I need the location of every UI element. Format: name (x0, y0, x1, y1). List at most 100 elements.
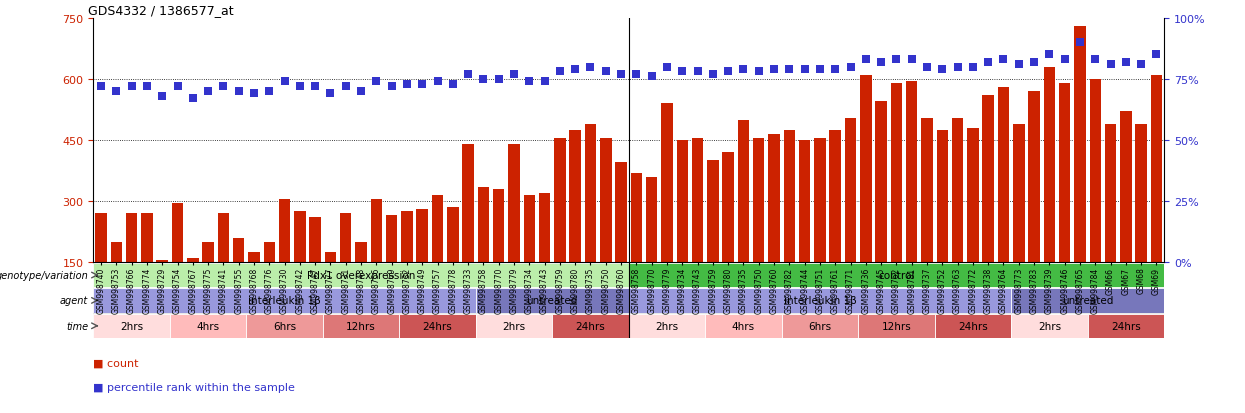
Bar (187, 259, 198, 324)
Text: 4hrs: 4hrs (197, 321, 219, 331)
Bar (814, 139, 825, 324)
Bar (1104, 124, 1117, 324)
Point (519, 79, 539, 85)
Text: 24hrs: 24hrs (575, 321, 605, 331)
Text: 24hrs: 24hrs (422, 321, 452, 331)
Bar (629, 289, 1011, 313)
Bar (845, 118, 857, 324)
Bar (600, 139, 611, 324)
Point (1025, 59, 1045, 66)
Point (229, 88, 249, 95)
Bar (478, 188, 489, 324)
Bar (322, 314, 400, 338)
Bar (141, 214, 153, 324)
Point (213, 84, 233, 90)
Bar (169, 314, 247, 338)
Bar (386, 216, 397, 324)
Point (901, 57, 921, 63)
Point (366, 79, 386, 85)
Bar (935, 314, 1011, 338)
Bar (553, 314, 629, 338)
Bar (93, 289, 476, 313)
Point (1116, 59, 1135, 66)
Bar (768, 135, 779, 324)
Bar (279, 199, 290, 324)
Point (290, 84, 310, 90)
Bar (738, 120, 749, 324)
Point (1147, 52, 1167, 59)
Text: 24hrs: 24hrs (957, 321, 987, 331)
Bar (476, 314, 553, 338)
Point (872, 59, 891, 66)
Bar (936, 131, 947, 324)
Bar (1088, 314, 1164, 338)
Bar (707, 161, 718, 324)
Point (886, 57, 906, 63)
Point (718, 69, 738, 76)
Point (810, 66, 830, 73)
Point (840, 64, 860, 71)
Point (320, 91, 340, 97)
Point (979, 59, 998, 66)
Point (1040, 52, 1059, 59)
Text: 2hrs: 2hrs (503, 321, 525, 331)
Bar (661, 104, 672, 324)
Bar (722, 153, 733, 324)
Bar (310, 218, 321, 324)
Text: 2hrs: 2hrs (655, 321, 679, 331)
Bar (247, 314, 322, 338)
Point (473, 76, 493, 83)
Point (825, 66, 845, 73)
Text: 6hrs: 6hrs (273, 321, 296, 331)
Point (259, 88, 279, 95)
Bar (432, 196, 443, 324)
Bar (554, 139, 565, 324)
Bar (585, 124, 596, 324)
Bar (646, 177, 657, 324)
Point (443, 81, 463, 88)
Point (611, 71, 631, 78)
Point (565, 66, 585, 73)
Point (458, 71, 478, 78)
Bar (829, 131, 840, 324)
Text: Pdx1 overexpression: Pdx1 overexpression (306, 271, 416, 280)
Point (962, 64, 982, 71)
Bar (93, 263, 629, 287)
Bar (1028, 92, 1040, 324)
Bar (96, 214, 107, 324)
Point (397, 81, 417, 88)
Bar (325, 252, 336, 324)
Bar (476, 289, 629, 313)
Bar (782, 314, 858, 338)
Point (703, 71, 723, 78)
Bar (1135, 124, 1147, 324)
Text: ■ percentile rank within the sample: ■ percentile rank within the sample (93, 382, 295, 392)
Bar (753, 139, 764, 324)
Point (91, 84, 111, 90)
Point (672, 69, 692, 76)
Bar (203, 242, 214, 324)
Bar (1074, 27, 1086, 324)
Point (550, 69, 570, 76)
Bar (93, 314, 169, 338)
Bar (462, 145, 474, 324)
Point (918, 64, 937, 71)
Text: interleukin 1β: interleukin 1β (783, 296, 857, 306)
Bar (264, 242, 275, 324)
Bar (1013, 124, 1025, 324)
Text: 12hrs: 12hrs (346, 321, 376, 331)
Text: GDS4332 / 1386577_at: GDS4332 / 1386577_at (88, 5, 234, 17)
Text: 4hrs: 4hrs (732, 321, 754, 331)
Bar (355, 242, 367, 324)
Text: 24hrs: 24hrs (1111, 321, 1140, 331)
Bar (417, 210, 428, 324)
Text: ■ count: ■ count (93, 358, 139, 368)
Point (183, 96, 203, 102)
Point (275, 79, 295, 85)
Point (305, 84, 325, 90)
Point (657, 64, 677, 71)
Bar (783, 131, 796, 324)
Point (534, 79, 554, 85)
Bar (997, 88, 1010, 324)
Bar (524, 196, 535, 324)
